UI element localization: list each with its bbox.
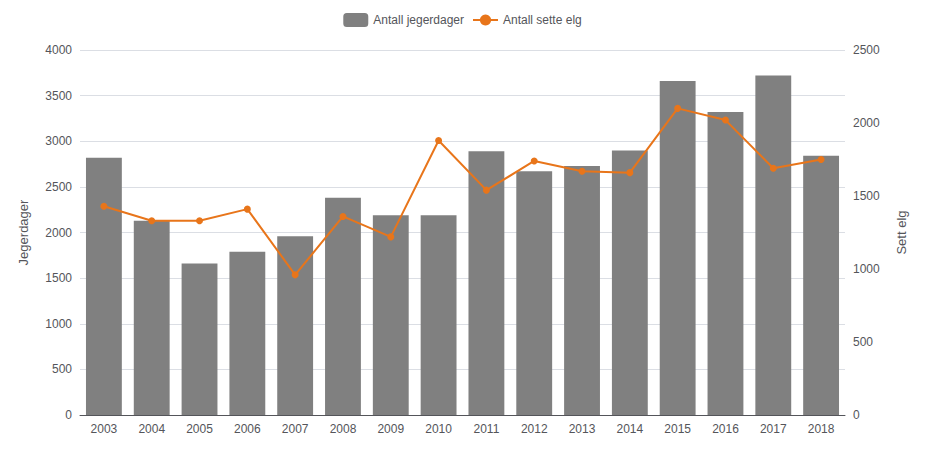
svg-text:Jegerdager: Jegerdager: [16, 199, 31, 265]
svg-text:2014: 2014: [616, 422, 643, 436]
svg-text:2009: 2009: [377, 422, 404, 436]
svg-text:0: 0: [853, 408, 860, 422]
svg-text:2010: 2010: [425, 422, 452, 436]
svg-text:2016: 2016: [712, 422, 739, 436]
svg-text:3500: 3500: [45, 89, 72, 103]
svg-text:500: 500: [853, 335, 873, 349]
svg-text:500: 500: [52, 362, 72, 376]
svg-text:2015: 2015: [664, 422, 691, 436]
svg-text:2500: 2500: [853, 43, 880, 57]
svg-text:2004: 2004: [138, 422, 165, 436]
svg-text:2018: 2018: [808, 422, 835, 436]
svg-text:0: 0: [65, 408, 72, 422]
svg-text:1000: 1000: [45, 317, 72, 331]
svg-text:4000: 4000: [45, 43, 72, 57]
svg-text:2500: 2500: [45, 180, 72, 194]
svg-text:2006: 2006: [234, 422, 261, 436]
svg-text:Antall sette elg: Antall sette elg: [503, 13, 582, 27]
svg-text:1500: 1500: [853, 189, 880, 203]
svg-text:1500: 1500: [45, 271, 72, 285]
svg-text:Antall jegerdager: Antall jegerdager: [373, 13, 464, 27]
svg-text:2003: 2003: [91, 422, 118, 436]
svg-text:Sett elg: Sett elg: [894, 210, 909, 254]
svg-text:2013: 2013: [569, 422, 596, 436]
svg-text:2000: 2000: [45, 226, 72, 240]
svg-text:3000: 3000: [45, 134, 72, 148]
svg-text:2017: 2017: [760, 422, 787, 436]
svg-text:2008: 2008: [330, 422, 357, 436]
svg-text:1000: 1000: [853, 262, 880, 276]
svg-text:2007: 2007: [282, 422, 309, 436]
svg-text:2012: 2012: [521, 422, 548, 436]
svg-text:2000: 2000: [853, 116, 880, 130]
svg-text:2005: 2005: [186, 422, 213, 436]
svg-text:2011: 2011: [474, 422, 500, 436]
